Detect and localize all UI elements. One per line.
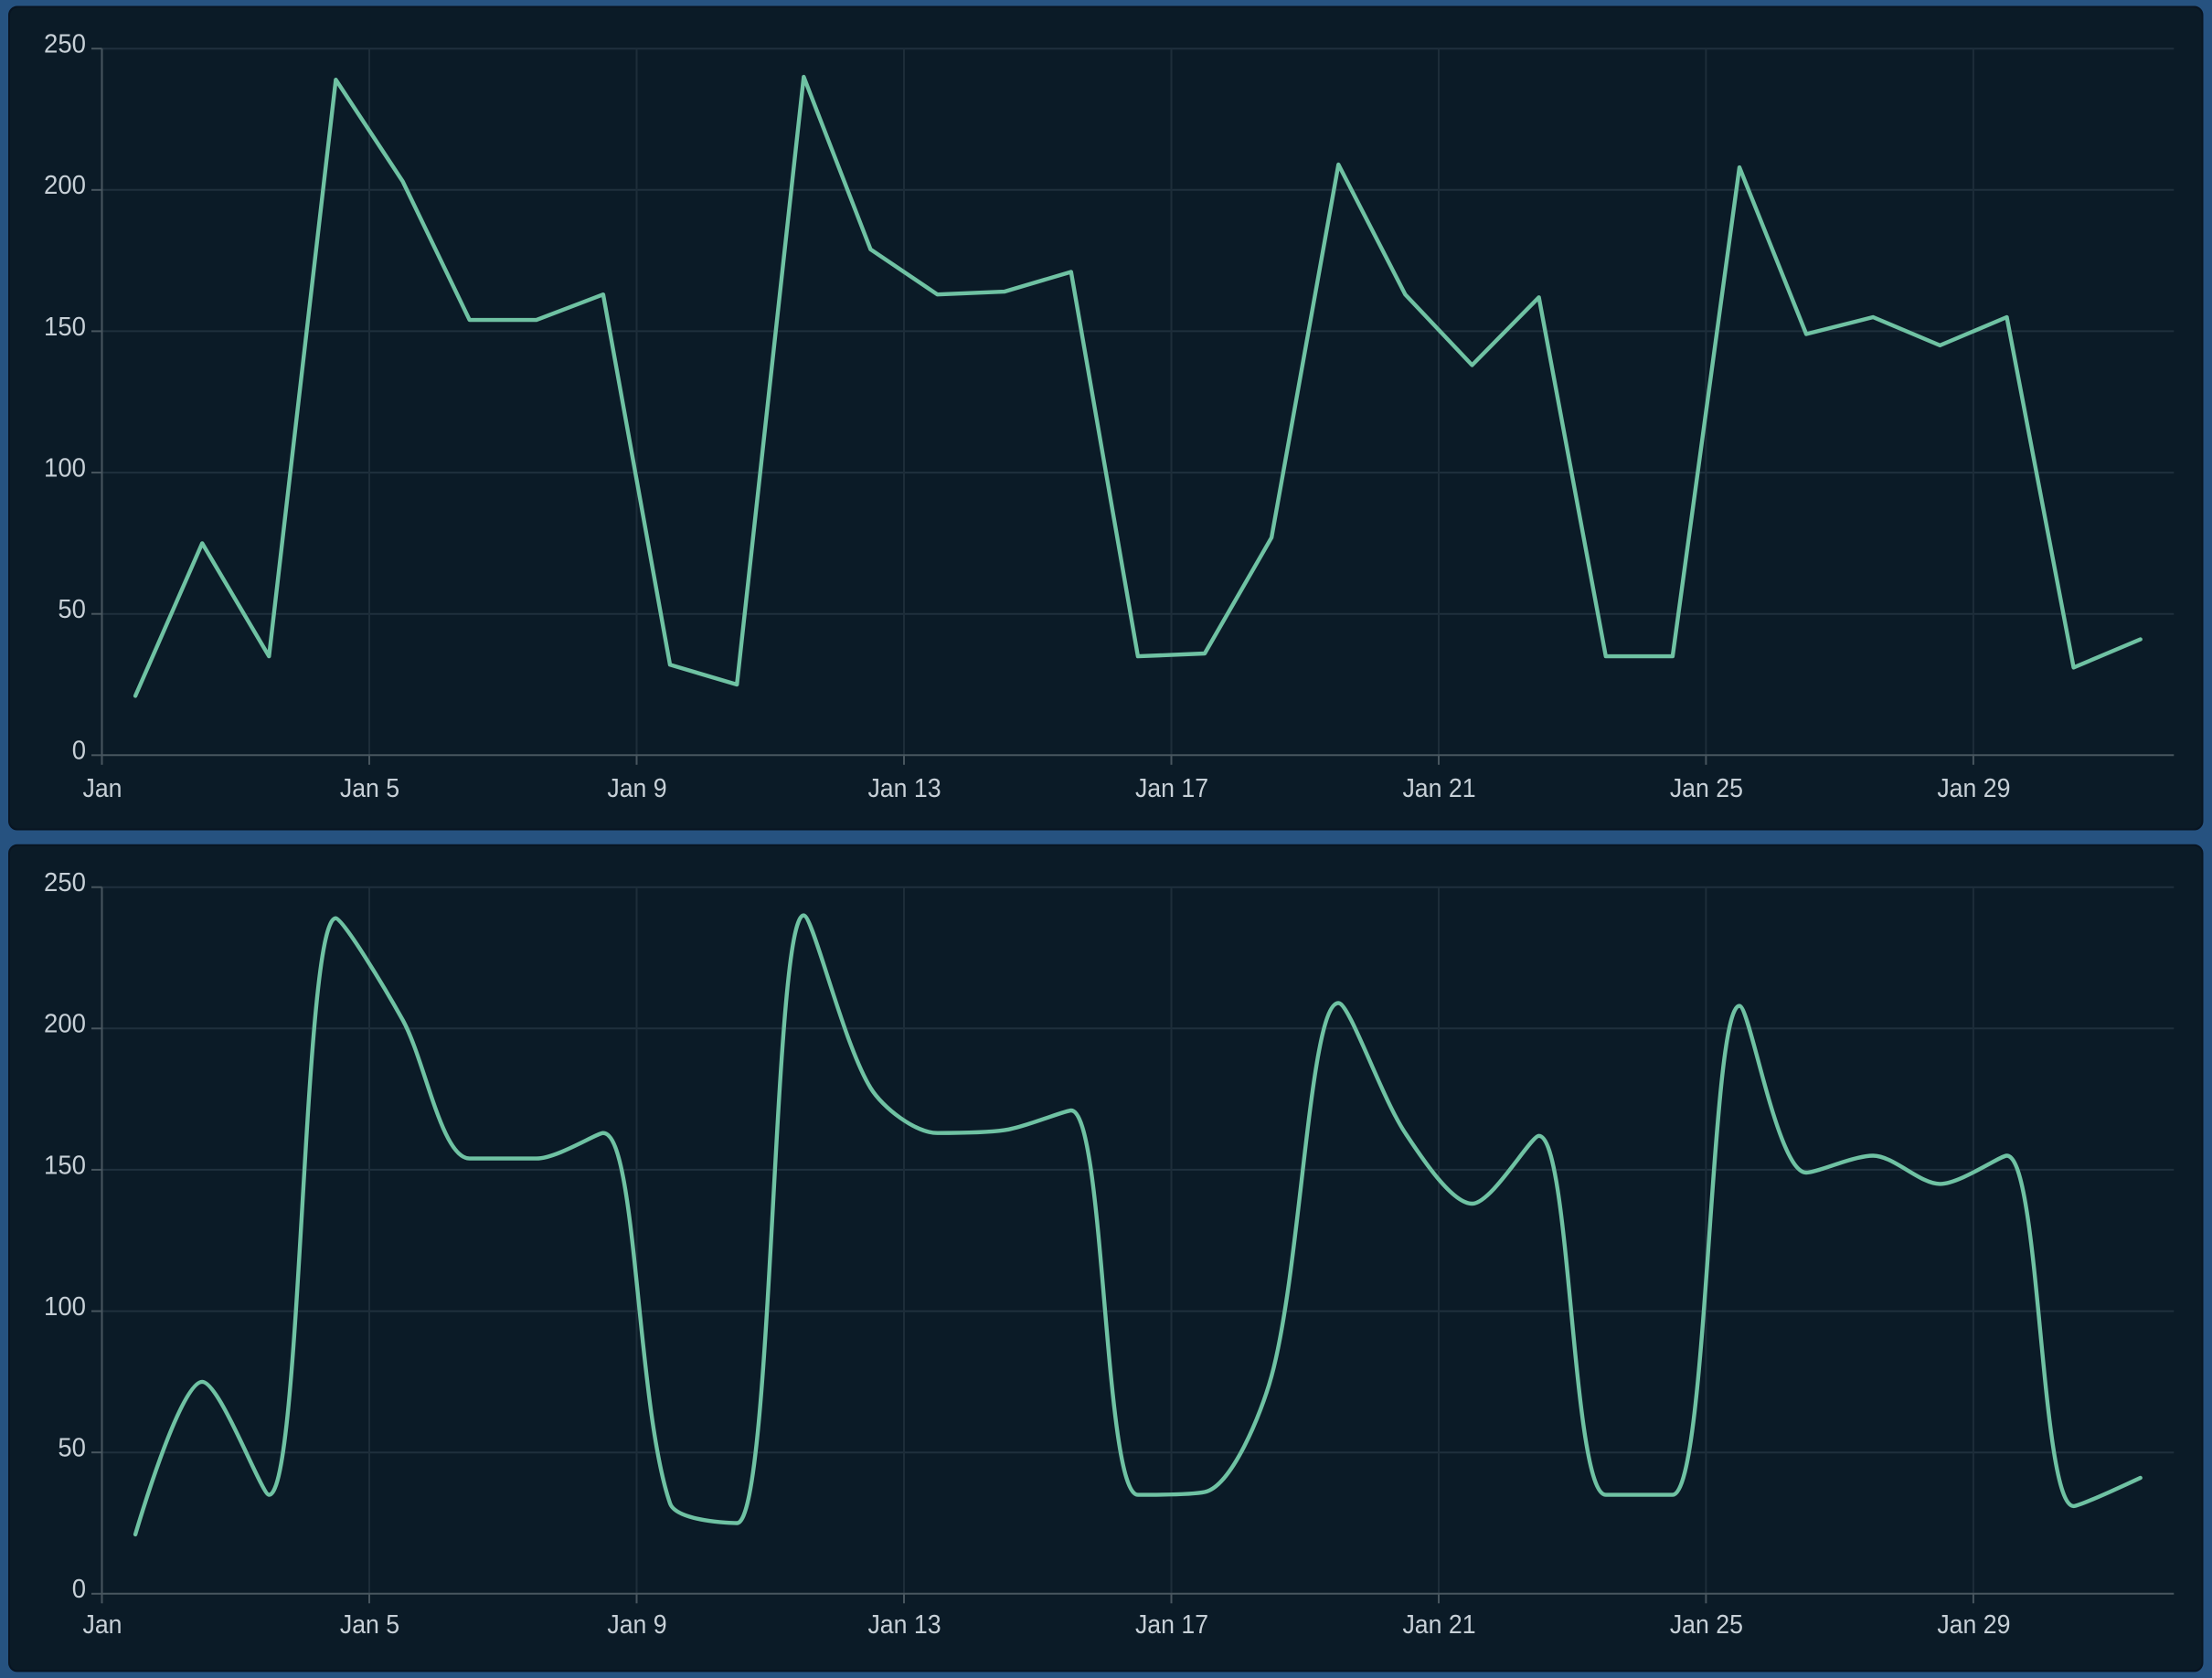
svg-text:Jan 29: Jan 29 <box>1937 774 2010 803</box>
svg-text:250: 250 <box>44 30 86 59</box>
svg-text:0: 0 <box>72 737 86 766</box>
svg-text:200: 200 <box>44 171 86 200</box>
svg-text:50: 50 <box>58 595 86 624</box>
svg-text:Jan 9: Jan 9 <box>607 774 666 803</box>
svg-text:100: 100 <box>44 1292 86 1322</box>
svg-text:100: 100 <box>44 454 86 483</box>
svg-text:150: 150 <box>44 313 86 342</box>
svg-text:Jan: Jan <box>83 1610 122 1640</box>
svg-text:Jan 21: Jan 21 <box>1402 1610 1475 1640</box>
svg-text:Jan 9: Jan 9 <box>607 1610 666 1640</box>
svg-text:Jan 21: Jan 21 <box>1402 774 1475 803</box>
svg-text:Jan 17: Jan 17 <box>1135 774 1208 803</box>
svg-text:Jan 29: Jan 29 <box>1937 1610 2010 1640</box>
svg-text:50: 50 <box>58 1434 86 1463</box>
svg-text:Jan 5: Jan 5 <box>340 774 399 803</box>
svg-text:Jan 25: Jan 25 <box>1670 774 1743 803</box>
svg-text:200: 200 <box>44 1010 86 1039</box>
svg-text:0: 0 <box>72 1575 86 1604</box>
svg-text:Jan 25: Jan 25 <box>1670 1610 1743 1640</box>
svg-text:250: 250 <box>44 868 86 897</box>
svg-text:Jan 17: Jan 17 <box>1135 1610 1208 1640</box>
svg-text:Jan 5: Jan 5 <box>340 1610 399 1640</box>
svg-text:150: 150 <box>44 1151 86 1180</box>
svg-text:Jan 13: Jan 13 <box>867 774 941 803</box>
svg-text:Jan: Jan <box>83 774 122 803</box>
svg-text:Jan 13: Jan 13 <box>867 1610 941 1640</box>
